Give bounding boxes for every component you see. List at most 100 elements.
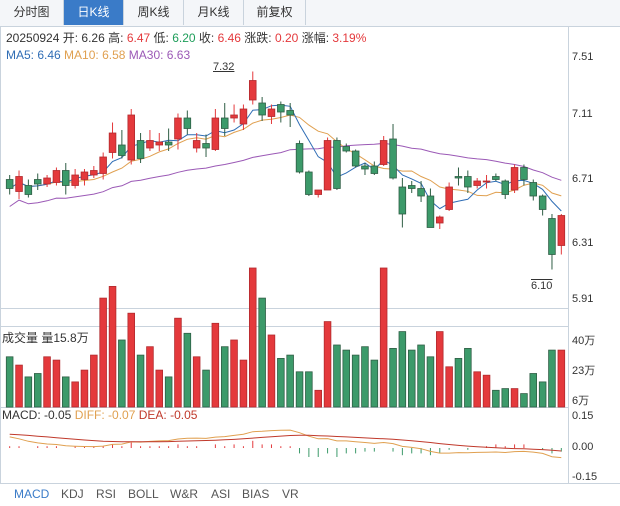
volume-bar: [202, 369, 210, 408]
volume-bar: [192, 356, 201, 408]
candle-body: [557, 215, 566, 246]
candle-body: [24, 185, 33, 195]
volume-bar: [71, 381, 79, 408]
candle-body: [174, 117, 182, 140]
volume-bar: [248, 267, 257, 408]
indicator-tab-asi[interactable]: ASI: [211, 487, 231, 501]
candle-body: [529, 182, 538, 197]
volume-bar: [239, 359, 248, 408]
candle-body: [314, 189, 322, 195]
candle-body: [407, 185, 416, 189]
volume-bar: [174, 317, 182, 408]
dif-line: [9, 429, 562, 459]
volume-bar: [15, 364, 23, 408]
candle-body: [34, 179, 42, 185]
tab-forward-adjusted[interactable]: 前复权: [244, 0, 306, 25]
volume-bar: [361, 346, 369, 408]
indicator-tab-kdj[interactable]: KDJ: [61, 487, 84, 501]
tab-monthly-k[interactable]: 月K线: [184, 0, 244, 25]
volume-bar: [548, 349, 556, 408]
indicator-tabs: MACD KDJ RSI BOLL W&R ASI BIAS VR: [0, 484, 620, 506]
volume-bar: [155, 369, 163, 408]
volume-bar: [183, 332, 192, 408]
indicator-tab-boll[interactable]: BOLL: [128, 487, 159, 501]
candle-body: [286, 110, 294, 116]
ma30-line: [9, 142, 562, 207]
candle-body: [520, 167, 528, 180]
candle-body: [510, 167, 519, 191]
candle-body: [482, 180, 491, 183]
candle-body: [248, 80, 257, 101]
ma10-line: [9, 114, 562, 197]
tab-intraday[interactable]: 分时图: [0, 0, 64, 25]
indicator-tab-wr[interactable]: W&R: [170, 487, 198, 501]
tab-daily-k[interactable]: 日K线: [64, 0, 124, 25]
candle-body: [43, 177, 51, 185]
candle-body: [62, 170, 70, 186]
period-high-marker: 7.32: [213, 61, 235, 73]
candle-body: [351, 150, 360, 167]
volume-axis-label: 40万: [572, 335, 596, 347]
indicator-tab-macd[interactable]: MACD: [14, 487, 50, 501]
volume-bar: [510, 388, 519, 408]
candle-body: [426, 195, 435, 228]
macd-value: MACD: -0.05: [2, 408, 72, 422]
volume-bar: [520, 393, 528, 408]
ohlc-info-row: 20250924 开: 6.26 高: 6.47 低: 6.20 收: 6.46…: [6, 29, 366, 46]
candle-body: [108, 132, 117, 153]
volume-bar: [492, 389, 500, 408]
macd-axis-label: 0.00: [572, 441, 594, 453]
volume-bar: [80, 369, 89, 408]
candle-body: [473, 180, 481, 186]
volume-bar: [258, 297, 266, 408]
volume-bar: [230, 339, 238, 408]
volume-bar: [295, 371, 304, 408]
candle-body: [15, 176, 23, 192]
indicator-tab-rsi[interactable]: RSI: [96, 487, 117, 501]
volume-bar: [557, 349, 566, 408]
candle-body: [492, 176, 500, 180]
candle-body: [155, 141, 163, 146]
candle-body: [305, 171, 313, 195]
candle-body: [146, 140, 154, 149]
price-axis-label: 7.51: [572, 51, 594, 63]
volume-bar: [24, 376, 33, 408]
volume-bar: [5, 356, 14, 408]
candle-body: [211, 117, 220, 150]
volume-bar: [267, 334, 276, 408]
candle-body: [333, 140, 341, 189]
volume-bar: [52, 359, 61, 408]
indicator-tab-bias[interactable]: BIAS: [242, 487, 270, 501]
ma5-value: MA5: 6.46: [6, 48, 61, 62]
tab-weekly-k[interactable]: 周K线: [124, 0, 184, 25]
volume-bar: [538, 381, 547, 408]
volume-bar: [464, 347, 472, 408]
price-axis-label: 7.11: [572, 108, 593, 120]
info-change-label: 涨跌:: [244, 31, 272, 45]
info-open: 6.26: [81, 31, 105, 45]
volume-bar: [426, 356, 435, 408]
ma10-value: MA10: 6.58: [64, 48, 126, 62]
candle-body: [118, 144, 126, 156]
price-axis-label: 6.31: [572, 237, 594, 249]
indicator-tab-vr[interactable]: VR: [282, 487, 299, 501]
info-pct-label: 涨幅:: [301, 31, 330, 45]
candle-body: [435, 216, 444, 224]
dea-value: DEA: -0.05: [138, 408, 198, 422]
volume-bar: [398, 331, 407, 408]
info-high-label: 高:: [108, 31, 124, 45]
period-low-marker: 6.10: [531, 280, 553, 292]
volume-bar: [211, 322, 220, 408]
candle-body: [548, 218, 556, 255]
info-open-label: 开:: [62, 31, 79, 45]
candle-body: [230, 114, 238, 119]
candle-body: [389, 138, 397, 179]
macd-legend: MACD: -0.05 DIFF: -0.07 DEA: -0.05: [2, 408, 197, 422]
candle-body: [192, 140, 201, 149]
candle-body: [5, 179, 14, 189]
volume-bar: [220, 346, 229, 408]
volume-bar: [342, 349, 350, 408]
candle-body: [464, 176, 472, 188]
candle-body: [454, 176, 463, 179]
volume-bar: [379, 267, 388, 408]
